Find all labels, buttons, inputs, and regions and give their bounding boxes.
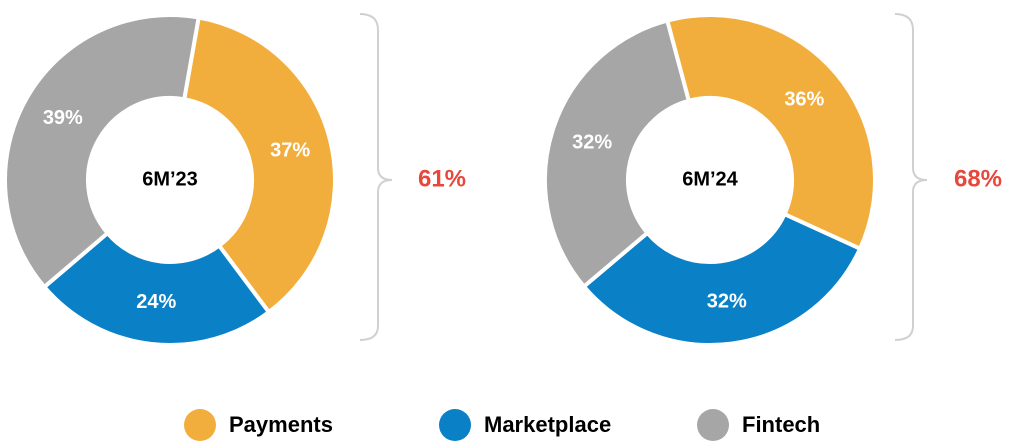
donut-slice <box>543 18 691 289</box>
slice-label: 32% <box>572 131 612 153</box>
donut-slice <box>665 13 877 251</box>
slice-label: 36% <box>784 89 824 111</box>
bracket-total: 68% <box>954 165 1002 192</box>
center-label: 6M’24 <box>682 168 738 190</box>
donut-slice <box>182 15 337 315</box>
legend-swatch <box>439 409 471 441</box>
legend-swatch <box>697 409 729 441</box>
legend-label: Marketplace <box>484 412 611 437</box>
donut-slice <box>42 231 271 347</box>
bracket <box>894 13 928 341</box>
bracket-total: 61% <box>418 165 466 192</box>
slice-label: 39% <box>43 107 83 129</box>
center-label: 6M’23 <box>142 168 198 190</box>
bracket <box>359 13 393 341</box>
legend-swatch <box>184 409 216 441</box>
slice-label: 24% <box>136 291 176 313</box>
slice-label: 37% <box>270 140 310 162</box>
slice-label: 32% <box>707 291 747 313</box>
donut-slice <box>581 212 863 347</box>
legend-label: Fintech <box>742 412 820 437</box>
donut-slice <box>3 13 201 289</box>
legend-label: Payments <box>229 412 333 437</box>
